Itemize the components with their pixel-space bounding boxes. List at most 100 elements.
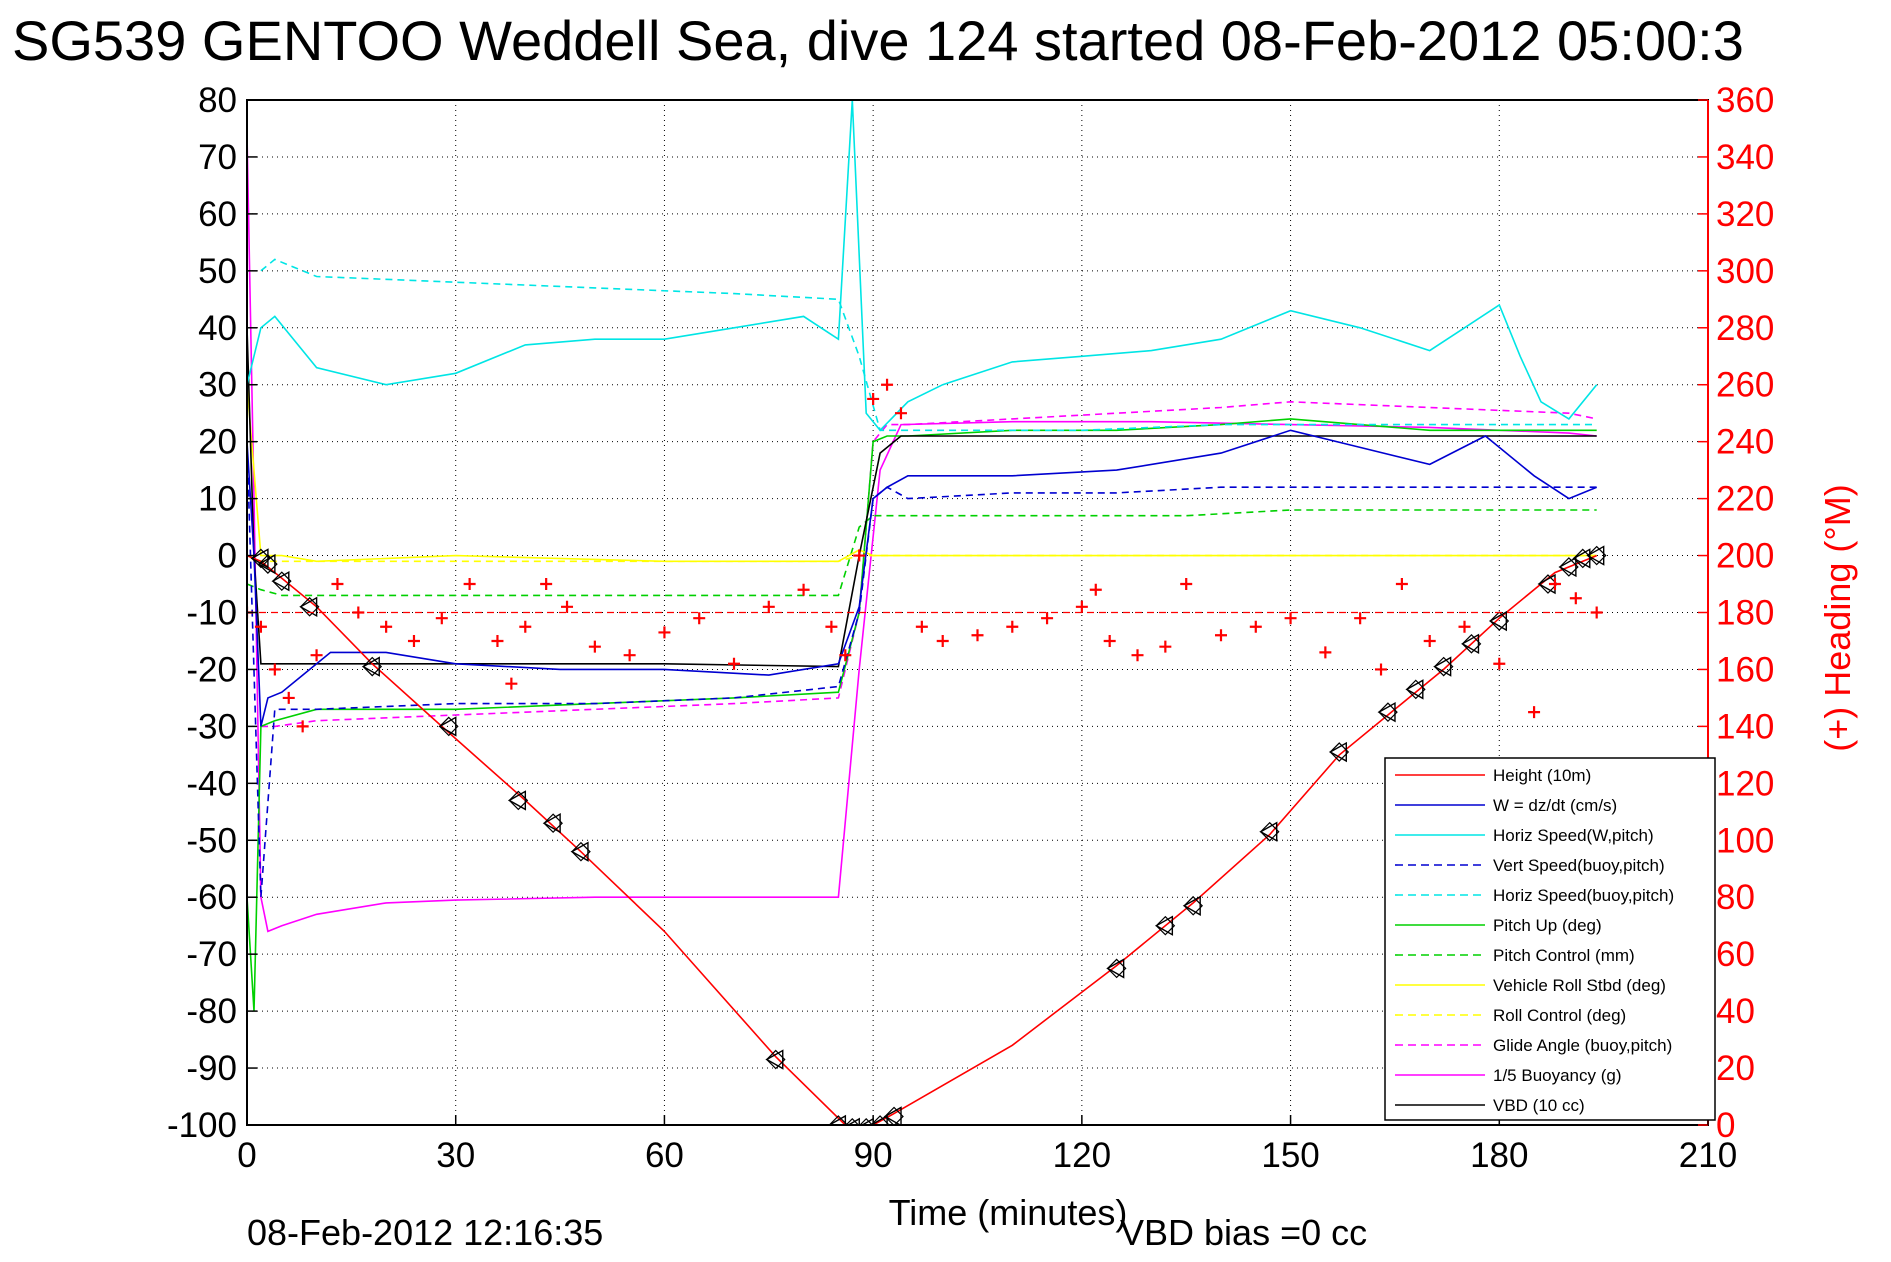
y-tick-label: 70: [198, 138, 237, 177]
y-tick-label: -50: [186, 821, 237, 860]
y-right-tick-label: 280: [1716, 309, 1774, 348]
heading-point: [1131, 649, 1144, 662]
x-tick-label: 0: [237, 1136, 256, 1175]
legend-entry: Height (10m): [1395, 766, 1591, 785]
y-right-tick-label: 240: [1716, 423, 1774, 462]
y-right-tick-label: 40: [1716, 992, 1755, 1031]
legend-label: Height (10m): [1493, 766, 1591, 785]
y-right-tick-label: 0: [1716, 1106, 1735, 1145]
legend-label: W = dz/dt (cm/s): [1493, 796, 1617, 815]
y-tick-label: 40: [198, 309, 237, 348]
legend-label: Pitch Up (deg): [1493, 916, 1602, 935]
series-pitch-up-deg: [247, 418, 1597, 1012]
heading-point: [1528, 706, 1541, 719]
depth-marker: [1405, 679, 1426, 700]
depth-marker: [438, 716, 459, 737]
heading-point: [1548, 578, 1561, 591]
footer-vbd-bias: VBD bias =0 cc: [1120, 1212, 1367, 1253]
heading-point: [728, 657, 740, 670]
heading-point: [331, 578, 344, 591]
heading-point: [1354, 612, 1367, 625]
heading-point: [825, 620, 838, 633]
y-tick-label: -100: [167, 1106, 237, 1145]
depth-marker: [1488, 610, 1510, 632]
legend: Height (10m) W = dz/dt (cm/s) Horiz Speed(…: [1384, 757, 1716, 1121]
legend-label: Horiz Speed(buoy,pitch): [1493, 886, 1674, 905]
legend-box: [1384, 757, 1716, 1121]
heading-point: [1395, 578, 1408, 591]
y-axis-left: 80 70 60 50 40 30 20 10 0 -10 -20 -30 -40 -50 -60 -70 -8…: [167, 81, 257, 1145]
heading-point: [1075, 600, 1088, 613]
y-right-tick-label: 200: [1716, 537, 1774, 576]
depth-marker: [1259, 821, 1280, 842]
y-tick-label: -80: [186, 992, 237, 1031]
y-tick-label: 10: [198, 480, 237, 519]
heading-point: [1103, 634, 1116, 647]
x-tick-label: 210: [1679, 1136, 1737, 1175]
x-axis-label: Time (minutes): [889, 1192, 1128, 1233]
series-height-10m: [247, 554, 1598, 1125]
heading-point: [936, 634, 949, 647]
x-tick-label: 90: [854, 1136, 893, 1175]
heading-point: [1159, 640, 1172, 653]
legend-label: Roll Control (deg): [1493, 1006, 1626, 1025]
y-right-tick-label: 180: [1716, 594, 1774, 633]
heading-point: [693, 612, 706, 625]
legend-entry: Glide Angle (buoy,pitch): [1395, 1036, 1672, 1055]
y-tick-label: -20: [186, 650, 237, 689]
heading-point: [435, 612, 448, 625]
heading-point: [310, 649, 323, 662]
y-axis-right-label: (+) Heading (°M): [1817, 484, 1858, 751]
heading-point: [839, 649, 852, 662]
y-right-tick-label: 60: [1716, 935, 1755, 974]
heading-point: [519, 620, 532, 633]
heading-point: [658, 626, 671, 639]
depth-marker: [257, 553, 278, 575]
heading-point: [1493, 657, 1506, 670]
legend-entry: Vert Speed(buoy,pitch): [1395, 856, 1665, 875]
legend-entry: W = dz/dt (cm/s): [1395, 796, 1617, 815]
heading-point: [1089, 583, 1102, 596]
legend-label: VBD (10 cc): [1493, 1096, 1585, 1115]
y-right-tick-label: 220: [1716, 480, 1774, 519]
heading-point: [1006, 620, 1019, 633]
depth-marker: [299, 596, 320, 618]
x-tick-label: 30: [436, 1136, 475, 1175]
legend-label: Horiz Speed(W,pitch): [1493, 826, 1654, 845]
heading-point: [561, 600, 574, 613]
legend-label: Vert Speed(buoy,pitch): [1493, 856, 1665, 875]
heading-point: [1458, 620, 1471, 633]
y-right-tick-label: 120: [1716, 764, 1774, 803]
series-vert-speed-buoy-pitch: [247, 441, 1597, 898]
heading-point: [1215, 629, 1227, 642]
depth-marker: [1586, 545, 1607, 566]
depth-marker: [1461, 633, 1482, 655]
heading-point: [254, 620, 267, 633]
heading-point: [1569, 592, 1582, 605]
depth-marker: [765, 1049, 786, 1070]
heading-point: [407, 634, 420, 647]
series-layer: [247, 100, 1598, 1125]
heading-point: [282, 691, 295, 704]
heading-point: [623, 649, 636, 662]
heading-point: [853, 549, 866, 562]
y-tick-label: 50: [198, 252, 237, 291]
heading-point: [971, 629, 984, 642]
legend-label: Glide Angle (buoy,pitch): [1493, 1036, 1672, 1055]
y-right-tick-label: 260: [1716, 366, 1774, 405]
heading-point: [296, 720, 309, 733]
heading-point: [352, 606, 365, 619]
y-right-tick-label: 160: [1716, 650, 1774, 689]
heading-point: [915, 620, 928, 633]
y-tick-label: -70: [186, 935, 237, 974]
x-tick-label: 60: [645, 1136, 684, 1175]
depth-marker: [1377, 701, 1398, 723]
legend-entry: Horiz Speed(buoy,pitch): [1395, 886, 1674, 905]
heading-point: [380, 620, 393, 633]
y-right-tick-label: 300: [1716, 252, 1774, 291]
depth-marker: [869, 1114, 890, 1125]
heading-point: [1180, 578, 1193, 591]
y-tick-label: 60: [198, 195, 237, 234]
legend-entry: VBD (10 cc): [1395, 1096, 1585, 1115]
